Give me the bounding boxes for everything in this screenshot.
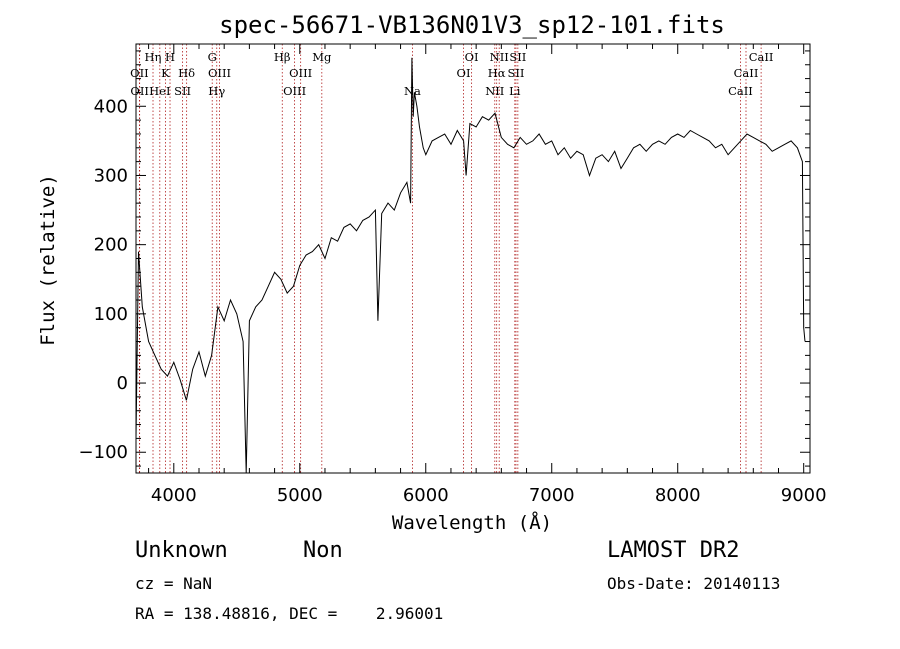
plot-frame bbox=[135, 43, 811, 474]
x-tick-label: 5000 bbox=[277, 485, 323, 506]
line-marker-label: SII bbox=[174, 84, 191, 98]
line-marker-label: OI bbox=[465, 50, 479, 64]
line-marker-label: Li bbox=[509, 84, 521, 98]
line-marker-label: OII bbox=[130, 66, 149, 80]
x-tick-label: 4000 bbox=[151, 485, 197, 506]
line-marker-label: OIII bbox=[208, 66, 231, 80]
line-marker-label: Hδ bbox=[178, 66, 195, 80]
line-marker-label: HeI bbox=[149, 84, 170, 98]
line-marker-label: H bbox=[165, 50, 175, 64]
line-marker-label: OI bbox=[457, 66, 471, 80]
line-marker-label: SII bbox=[509, 50, 526, 64]
chart-title: spec-56671-VB136N01V3_sp12-101.fits bbox=[219, 11, 725, 39]
line-marker-label: CaII bbox=[734, 66, 759, 80]
object-class: Unknown bbox=[135, 538, 228, 563]
x-tick-label: 8000 bbox=[655, 485, 701, 506]
y-tick-label: 300 bbox=[94, 165, 128, 186]
line-marker-label: K bbox=[161, 66, 170, 80]
x-tick-label: 6000 bbox=[403, 485, 449, 506]
line-marker-label: OIII bbox=[289, 66, 312, 80]
redshift-text: cz = NaN bbox=[135, 574, 213, 593]
line-marker-label: Hα bbox=[488, 66, 506, 80]
axis-ticks: 4000 5000 6000 7000 8000 9000 −100 0 100 200 300 40… bbox=[79, 44, 827, 506]
x-tick-label: 9000 bbox=[781, 485, 827, 506]
y-tick-label: 100 bbox=[94, 304, 128, 325]
emission-line-markers bbox=[139, 44, 762, 473]
y-tick-label: 0 bbox=[117, 373, 128, 394]
line-marker-label: Hβ bbox=[274, 50, 291, 64]
coordinates-text: RA = 138.48816, DEC = 2.96001 bbox=[135, 604, 444, 623]
line-marker-label: NII bbox=[485, 84, 504, 98]
line-marker-label: G bbox=[208, 50, 217, 64]
obs-date-text: Obs-Date: 20140113 bbox=[607, 574, 781, 593]
survey-name: LAMOST DR2 bbox=[607, 538, 740, 563]
y-tick-label: 400 bbox=[94, 96, 128, 117]
object-subclass: Non bbox=[303, 538, 343, 563]
line-marker-label: CaII bbox=[728, 84, 753, 98]
line-marker-label: OII bbox=[130, 84, 149, 98]
line-marker-label: NII bbox=[490, 50, 509, 64]
y-axis-label: Flux (relative) bbox=[37, 174, 59, 346]
y-tick-label: −100 bbox=[79, 442, 128, 463]
line-marker-label: SII bbox=[507, 66, 524, 80]
line-marker-label: Hη bbox=[145, 50, 162, 64]
x-axis-label: Wavelength (Å) bbox=[392, 511, 552, 534]
line-marker-label: Mg bbox=[312, 50, 332, 64]
line-marker-label: CaII bbox=[749, 50, 774, 64]
x-tick-label: 7000 bbox=[529, 485, 575, 506]
y-tick-label: 200 bbox=[94, 235, 128, 256]
line-marker-label: OIII bbox=[283, 84, 306, 98]
spectrum-series-line bbox=[135, 57, 806, 474]
line-marker-label: Hγ bbox=[208, 84, 225, 98]
